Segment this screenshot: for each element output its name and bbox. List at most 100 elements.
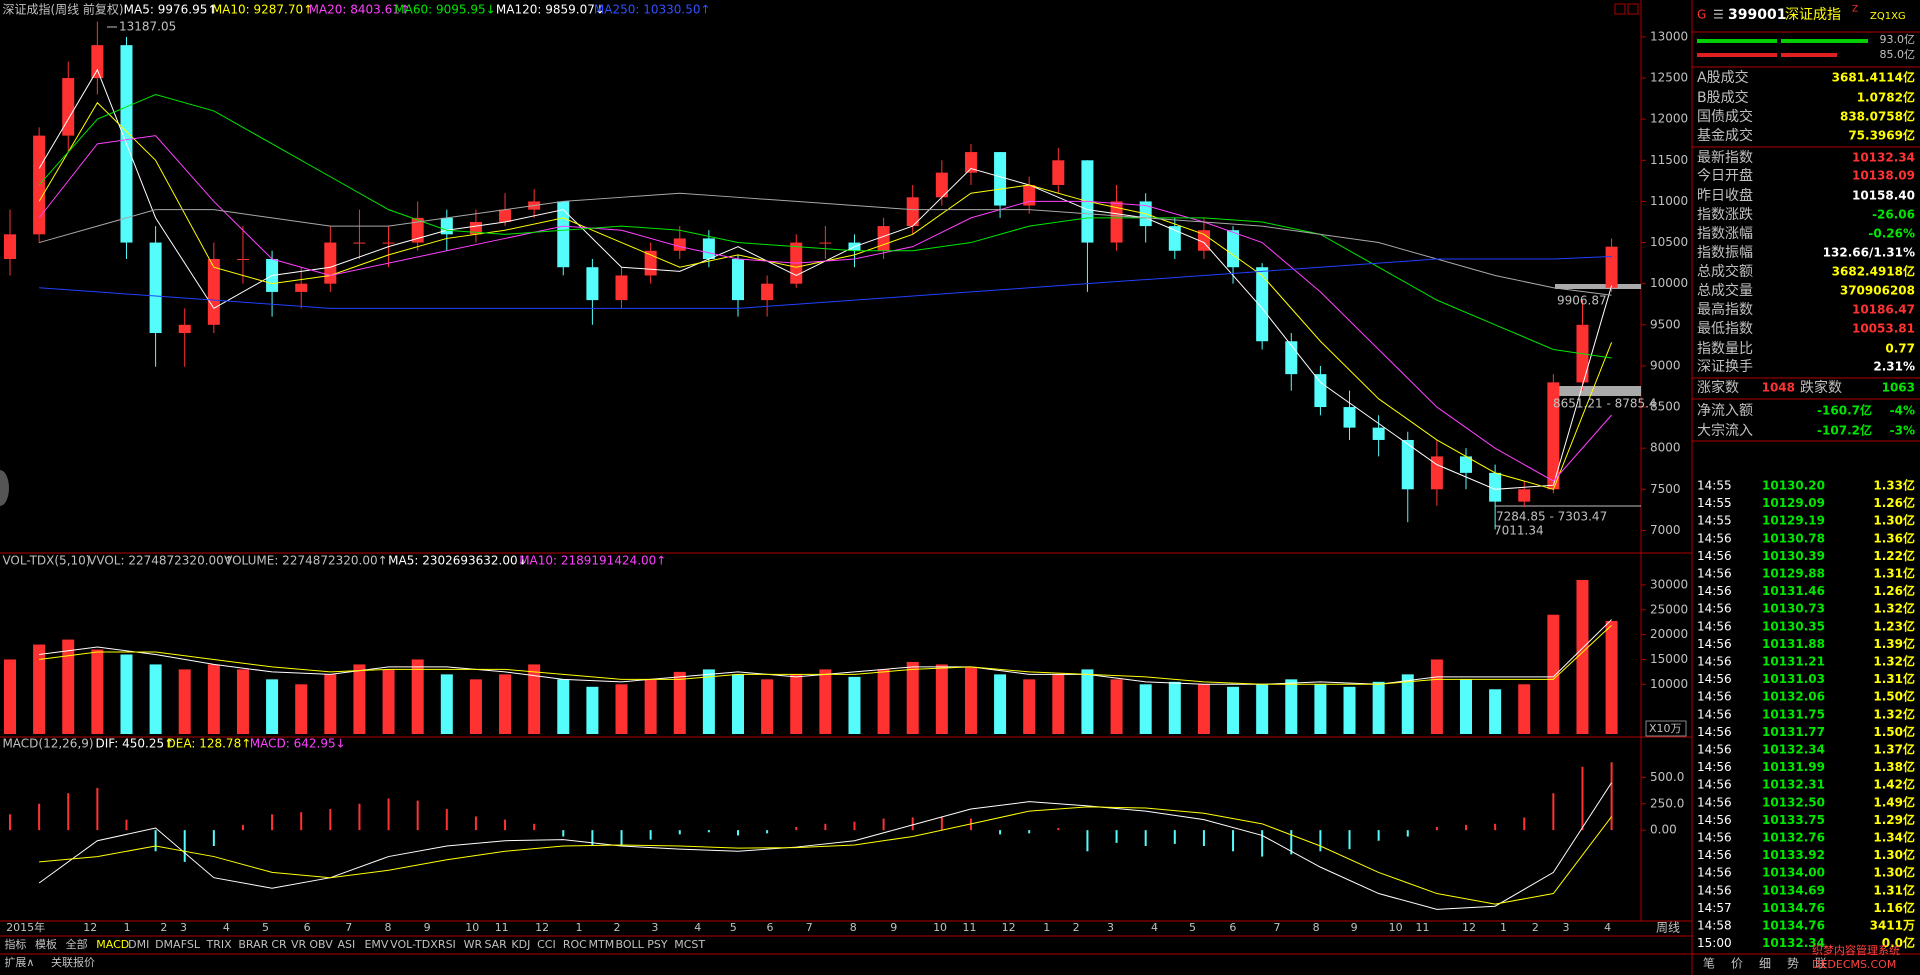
x-tick-label: 2 xyxy=(1073,921,1080,934)
trade-amount: 1.30亿 xyxy=(1873,847,1915,862)
candle-body xyxy=(1401,439,1414,490)
bottom-tab[interactable]: 扩展∧ xyxy=(4,955,34,969)
volume-bar xyxy=(586,686,599,734)
price-annotation: 8651.21 - 8785.4 xyxy=(1553,397,1657,411)
decline-count: 1063 xyxy=(1882,381,1915,395)
y-tick-label: 7500 xyxy=(1650,482,1681,496)
indicator-tab[interactable]: SAR xyxy=(484,938,507,951)
indicator-tab[interactable]: DMI xyxy=(128,938,149,951)
sell-bar xyxy=(1781,53,1837,57)
ma-line xyxy=(38,192,1612,296)
indicator-tab[interactable]: ASI xyxy=(338,938,356,951)
volume-bar xyxy=(848,676,861,734)
indicator-tab[interactable]: PSY xyxy=(647,938,668,951)
indicator-tab[interactable]: VR xyxy=(291,938,307,951)
indicator-tab[interactable]: BRAR xyxy=(238,938,268,951)
detail-tab[interactable]: 细 xyxy=(1759,957,1771,971)
candle-body xyxy=(62,78,75,136)
indicator-tab[interactable]: EMV xyxy=(364,938,388,951)
x-tick-label: 5 xyxy=(730,921,737,934)
window-button[interactable] xyxy=(1614,3,1626,15)
detail-tab[interactable]: 势 xyxy=(1787,957,1799,971)
indicator-tab[interactable]: MTM xyxy=(589,938,615,951)
indicator-tab[interactable]: CCI xyxy=(537,938,556,951)
trade-price: 10131.88 xyxy=(1762,637,1825,651)
quote-value: 1.0782亿 xyxy=(1857,90,1915,105)
quote-value: -0.26% xyxy=(1868,227,1915,241)
volume-bar xyxy=(1314,684,1327,734)
quote-label: 基金成交 xyxy=(1697,127,1753,144)
indicator-tab[interactable]: WR xyxy=(464,938,483,951)
indicator-tab[interactable]: CR xyxy=(271,938,287,951)
candle-body xyxy=(819,242,832,244)
volume-bar xyxy=(120,654,133,734)
bottom-tab[interactable]: 关联报价 xyxy=(51,955,95,969)
indicator-tab[interactable]: OBV xyxy=(309,938,333,951)
decline-label: 跌家数 xyxy=(1800,379,1842,396)
volume-bar xyxy=(1547,614,1560,734)
legend-entry: MA60: 9095.95↓ xyxy=(394,3,495,17)
x-tick-label: 12 xyxy=(535,921,549,934)
volume-bar xyxy=(1081,669,1094,734)
trade-time: 14:55 xyxy=(1697,479,1732,493)
volume-bar xyxy=(644,679,657,734)
bar-label: 93.0亿 xyxy=(1880,33,1916,46)
quote-value: 838.0758亿 xyxy=(1840,109,1915,124)
indicator-tab[interactable]: MACD xyxy=(96,938,129,951)
candle-body xyxy=(994,152,1007,206)
menu-icon: ☰ xyxy=(1713,8,1724,22)
panel-title: VOL-TDX(5,10) xyxy=(2,554,90,568)
volume-bar xyxy=(1256,684,1269,734)
indicator-tab[interactable]: ROC xyxy=(563,938,587,951)
x-tick-label: 4 xyxy=(1604,921,1611,934)
indicator-tab[interactable]: VOL-TDX xyxy=(390,938,438,951)
x-tick-label: 5 xyxy=(262,921,269,934)
detail-tab[interactable]: 价 xyxy=(1731,957,1743,971)
quote-label: 昨日收盘 xyxy=(1697,187,1753,204)
candle-body xyxy=(149,242,162,334)
y-tick-label: 30000 xyxy=(1650,577,1688,591)
candle-body xyxy=(1605,246,1618,288)
indicator-tab[interactable]: DMA xyxy=(155,938,181,951)
detail-tab[interactable]: 笔 xyxy=(1703,956,1715,971)
ma-line xyxy=(38,93,1612,359)
candle-body xyxy=(1227,230,1240,268)
trade-amount: 1.22亿 xyxy=(1873,548,1915,563)
indicator-tab[interactable]: 全部 xyxy=(66,937,88,951)
volume-bar xyxy=(1139,684,1152,734)
trade-amount: 1.50亿 xyxy=(1873,724,1915,739)
x-tick-label: 8 xyxy=(850,921,857,934)
trade-time: 14:56 xyxy=(1697,602,1732,616)
quote-label: 指数振幅 xyxy=(1697,245,1753,261)
candle-body xyxy=(1314,374,1327,408)
quote-value: 132.66/1.31% xyxy=(1823,246,1915,260)
indicator-tab[interactable]: 模板 xyxy=(35,937,57,951)
indicator-tab[interactable]: KDJ xyxy=(511,938,530,951)
market-flag: G xyxy=(1697,8,1706,22)
x-tick-label: 1 xyxy=(1043,921,1050,934)
volume-bar xyxy=(149,664,162,734)
candle-body xyxy=(673,238,686,251)
price-annotation: 13187.05 xyxy=(119,20,176,34)
quote-value: 10186.47 xyxy=(1852,303,1915,317)
candle-body xyxy=(615,275,628,301)
x-tick-label: 4 xyxy=(694,921,701,934)
x-tick-label: 1 xyxy=(124,921,131,934)
candle-body xyxy=(1168,226,1181,251)
indicator-tab[interactable]: BOLL xyxy=(615,938,644,951)
legend-entry: DIF: 450.25↑ xyxy=(96,737,175,751)
detail-tab[interactable]: 联 xyxy=(1815,957,1827,971)
window-button[interactable] xyxy=(1627,3,1639,15)
indicator-tab[interactable]: 指标 xyxy=(4,937,26,951)
trade-price: 10133.75 xyxy=(1762,813,1825,827)
indicator-tab[interactable]: TRIX xyxy=(205,938,232,951)
indicator-tab[interactable]: MCST xyxy=(674,938,705,951)
y-tick-label: 500.0 xyxy=(1650,770,1684,784)
side-handle[interactable] xyxy=(0,470,9,506)
trade-time: 14:56 xyxy=(1697,760,1732,774)
quote-label: 最低指数 xyxy=(1697,321,1753,337)
candle-body xyxy=(1518,489,1531,502)
indicator-tab[interactable]: FSL xyxy=(181,938,201,951)
indicator-tab[interactable]: RSI xyxy=(438,938,456,951)
bar-label: 85.0亿 xyxy=(1880,48,1916,61)
